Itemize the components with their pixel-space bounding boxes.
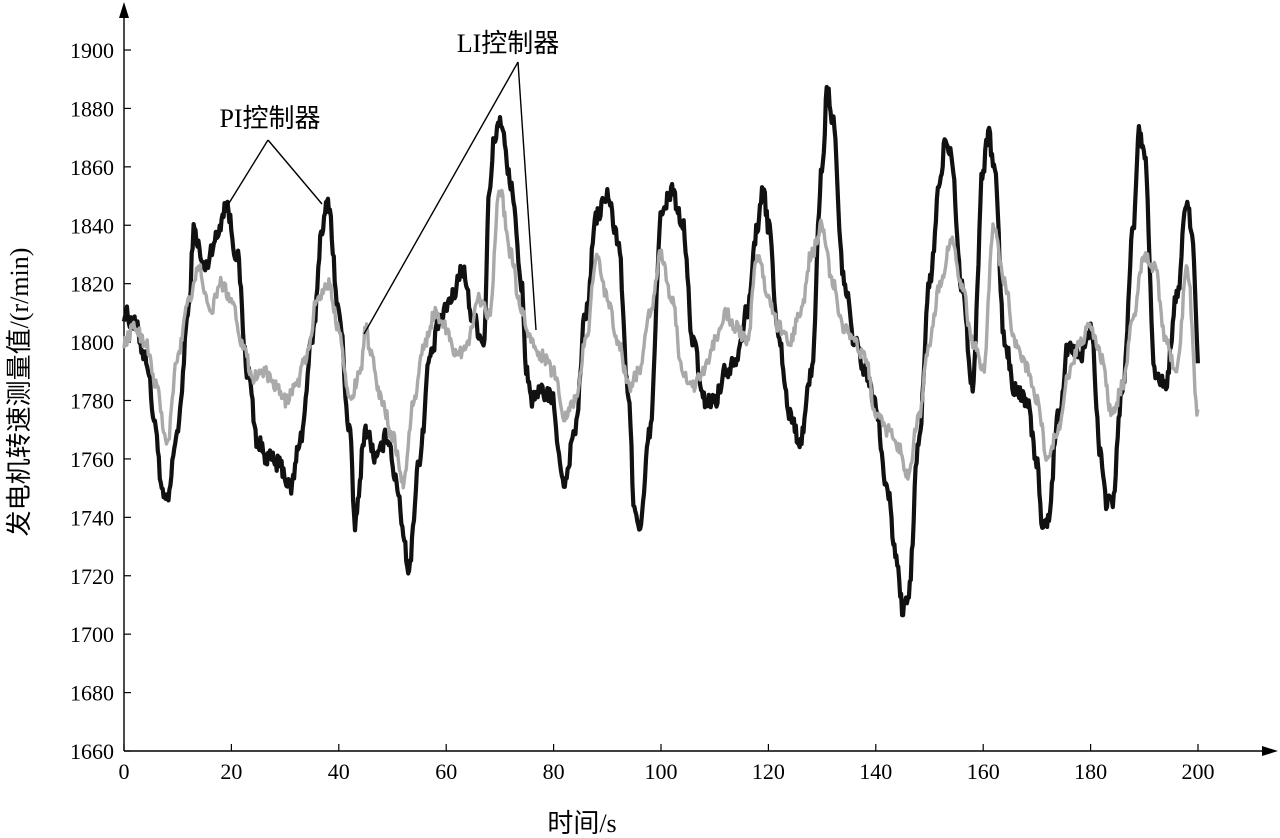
annotation-pi-leader (225, 139, 269, 209)
x-axis-ticks: 0 20 40 60 80 100 120 140 160 180 200 (119, 744, 1215, 784)
y-tick-label: 1880 (70, 96, 114, 121)
y-tick-label: 1860 (70, 155, 114, 180)
x-tick-label: 20 (220, 759, 242, 784)
x-tick-label: 140 (859, 759, 892, 784)
y-tick-label: 1840 (70, 213, 114, 238)
annotation-li-label: LI控制器 (457, 29, 560, 58)
axes (119, 2, 1278, 756)
series-line-li (122, 188, 1200, 490)
y-tick-label: 1660 (70, 739, 114, 764)
x-tick-label: 180 (1074, 759, 1107, 784)
annotations: PI控制器 LI控制器 (219, 29, 560, 335)
x-tick-label: 200 (1182, 759, 1215, 784)
annotation-li-leader (363, 61, 519, 335)
y-tick-label: 1700 (70, 622, 114, 647)
y-axis-arrow (119, 2, 129, 18)
y-tick-label: 1800 (70, 330, 114, 355)
y-tick-label: 1720 (70, 564, 114, 589)
y-axis-ticks: 1660 1680 1700 1720 1740 1760 1780 1800 1820 1840… (70, 38, 131, 764)
y-tick-label: 1900 (70, 38, 114, 63)
x-axis-arrow (1262, 746, 1278, 756)
x-tick-label: 120 (752, 759, 785, 784)
y-tick-label: 1780 (70, 389, 114, 414)
x-tick-label: 0 (119, 759, 130, 784)
x-tick-label: 60 (435, 759, 457, 784)
y-tick-label: 1760 (70, 447, 114, 472)
x-tick-label: 100 (645, 759, 678, 784)
annotation-pi-label: PI控制器 (219, 104, 320, 133)
y-tick-label: 1680 (70, 681, 114, 706)
y-axis-label: 发电机转速测量值/(r/min) (5, 248, 34, 537)
annotation-li-leader (517, 61, 537, 331)
y-tick-label: 1740 (70, 505, 114, 530)
x-axis-label: 时间/s (547, 809, 616, 838)
annotation-pi-leader (267, 139, 323, 205)
x-tick-label: 160 (967, 759, 1000, 784)
series-line-pi (121, 84, 1200, 618)
y-tick-label: 1820 (70, 272, 114, 297)
x-tick-label: 80 (543, 759, 565, 784)
x-tick-label: 40 (328, 759, 350, 784)
series-layer (121, 84, 1200, 618)
